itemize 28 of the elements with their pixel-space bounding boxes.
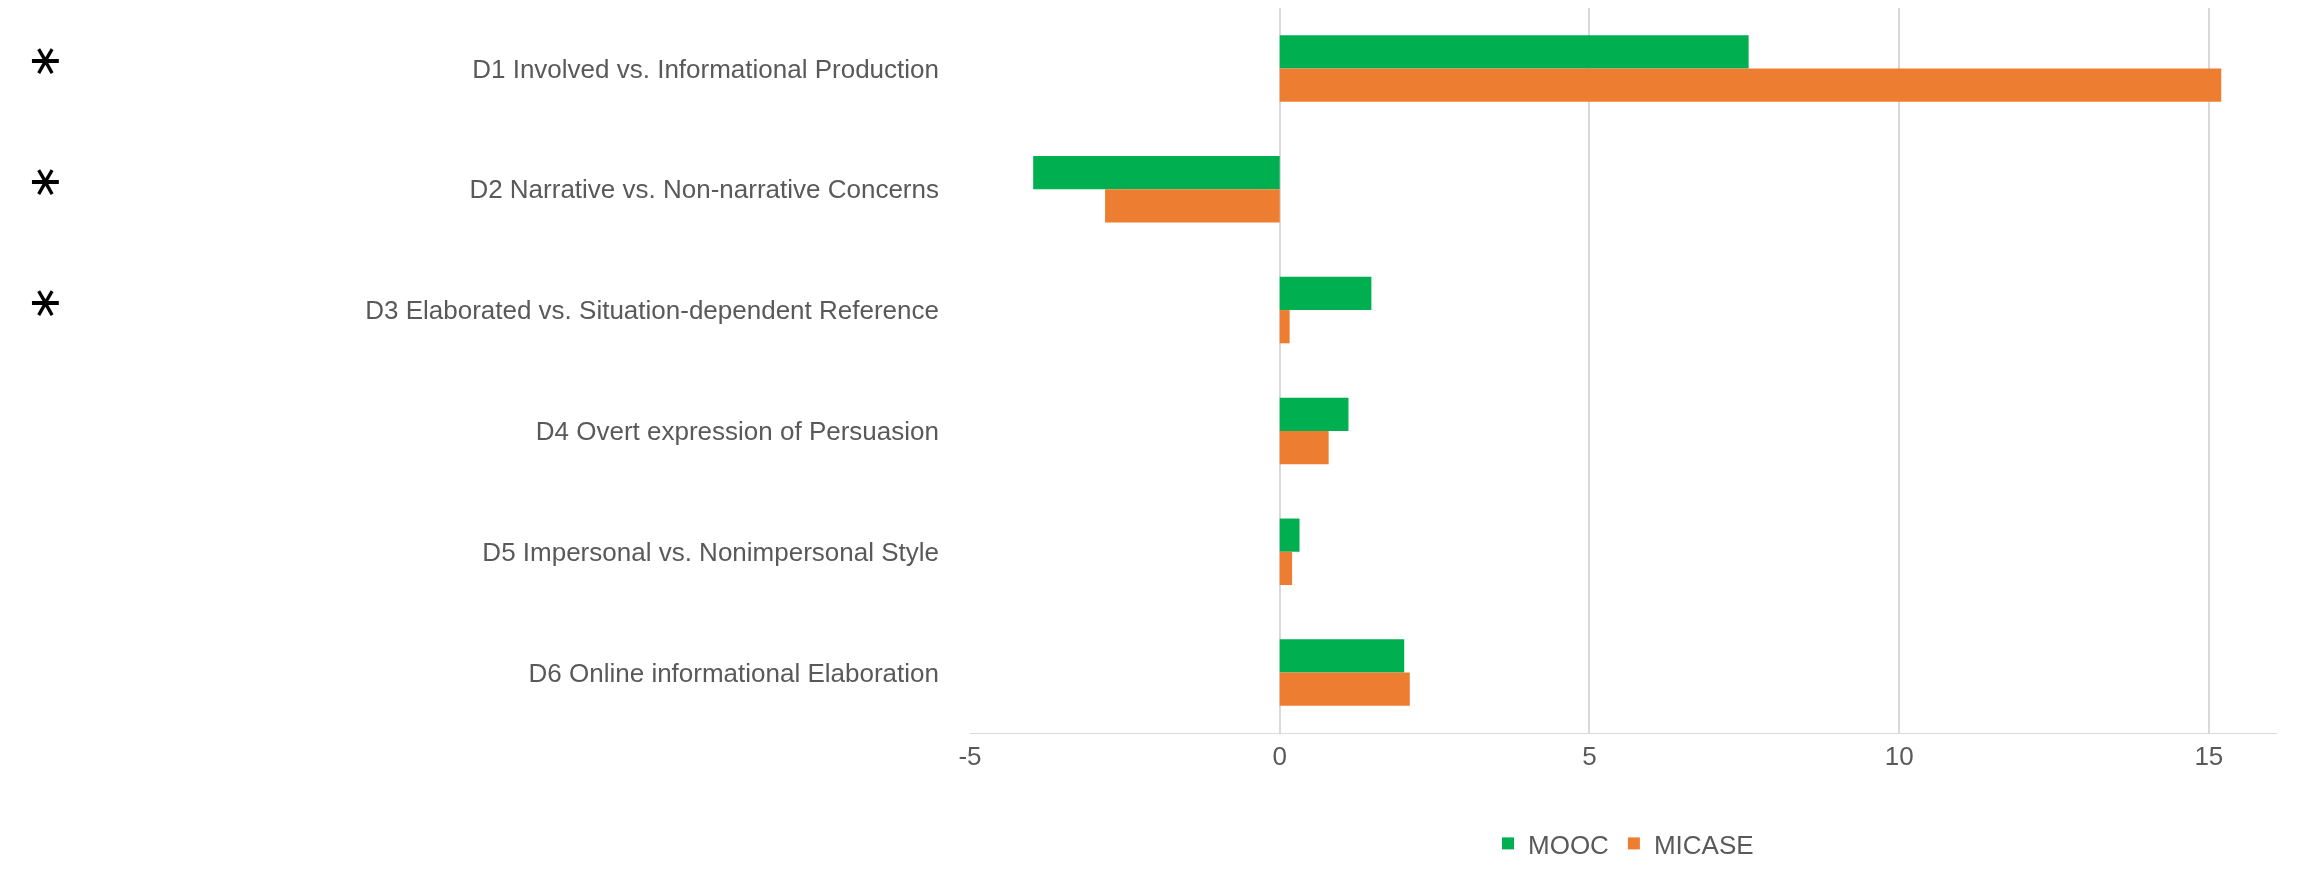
bar <box>1279 430 1329 465</box>
x-tick-label: 5 <box>1582 741 1597 772</box>
y-tick-label: D5 Impersonal vs. Nonimpersonal Style <box>482 536 939 567</box>
y-tick-label: D2 Narrative vs. Non-narrative Concerns <box>469 174 939 205</box>
bar <box>1105 189 1280 223</box>
y-tick-label: D3 Elaborated vs. Situation-dependent Reference <box>365 295 939 326</box>
legend-label: MOOC <box>1528 829 1609 860</box>
bar <box>1279 397 1349 431</box>
bar <box>1279 518 1300 552</box>
legend-label: MICASE <box>1653 829 1754 860</box>
x-tick-label: 15 <box>2194 741 2224 772</box>
x-tick-label: 10 <box>1884 741 1914 772</box>
text: ⚹ <box>31 270 60 326</box>
bar <box>1279 68 2222 102</box>
bar <box>1279 276 1372 311</box>
y-tick-label: D6 Online informational Elaboration <box>528 657 939 688</box>
bar <box>1279 639 1405 673</box>
text: ⚹ <box>31 28 60 84</box>
bar <box>1279 310 1290 344</box>
bar <box>1033 156 1280 190</box>
bar <box>1279 35 1749 69</box>
y-tick-label: D1 Involved vs. Informational Production <box>472 53 939 84</box>
bar <box>1279 672 1410 706</box>
bar <box>1279 551 1293 585</box>
x-tick-label: 0 <box>1272 741 1287 772</box>
x-tick-label: -5 <box>958 741 982 772</box>
text: ⚹ <box>31 149 60 205</box>
y-tick-label: D4 Overt expression of Persuasion <box>535 416 939 447</box>
